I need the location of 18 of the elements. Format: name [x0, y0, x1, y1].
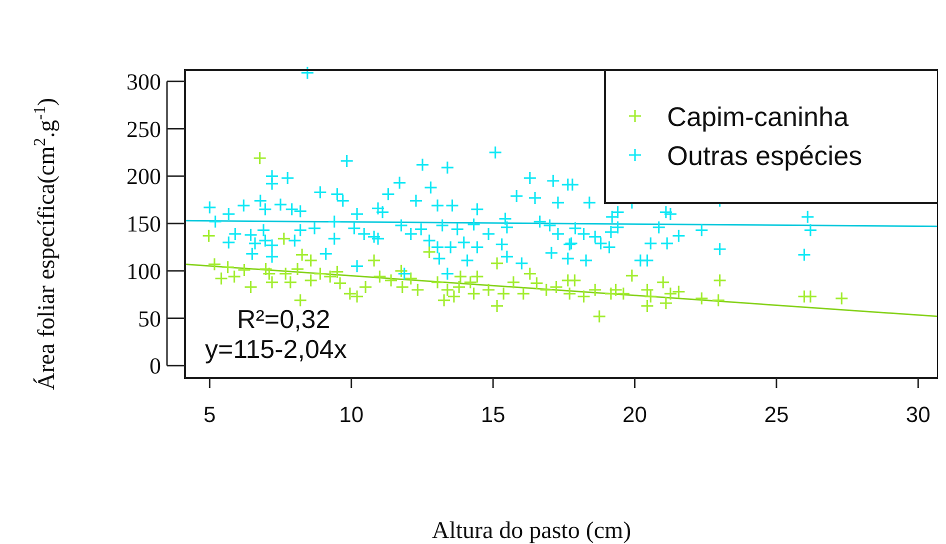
y-tick-label: 0 — [150, 354, 161, 379]
y-tick-label: 150 — [126, 212, 161, 237]
x-axis-title: Altura do pasto (cm) — [432, 518, 632, 544]
x-tick-label: 30 — [906, 402, 930, 427]
y-tick-label: 100 — [126, 258, 161, 284]
legend-label: Outras espécies — [667, 141, 862, 171]
y-tick-label: 200 — [126, 164, 161, 190]
y-tick-label: 250 — [126, 116, 161, 142]
x-tick-label: 15 — [480, 402, 506, 427]
x-tick-label: 20 — [622, 402, 647, 427]
annotation: R²=0,32 — [237, 304, 330, 334]
annotation: y=115-2,04x — [205, 334, 347, 364]
x-tick-label: 25 — [764, 402, 789, 427]
y-tick-label: 300 — [126, 69, 161, 94]
legend-label: Capim-caninha — [667, 102, 850, 132]
y-tick-label: 50 — [138, 306, 161, 332]
x-tick-label: 10 — [339, 402, 364, 427]
x-tick-label: 5 — [204, 402, 216, 427]
